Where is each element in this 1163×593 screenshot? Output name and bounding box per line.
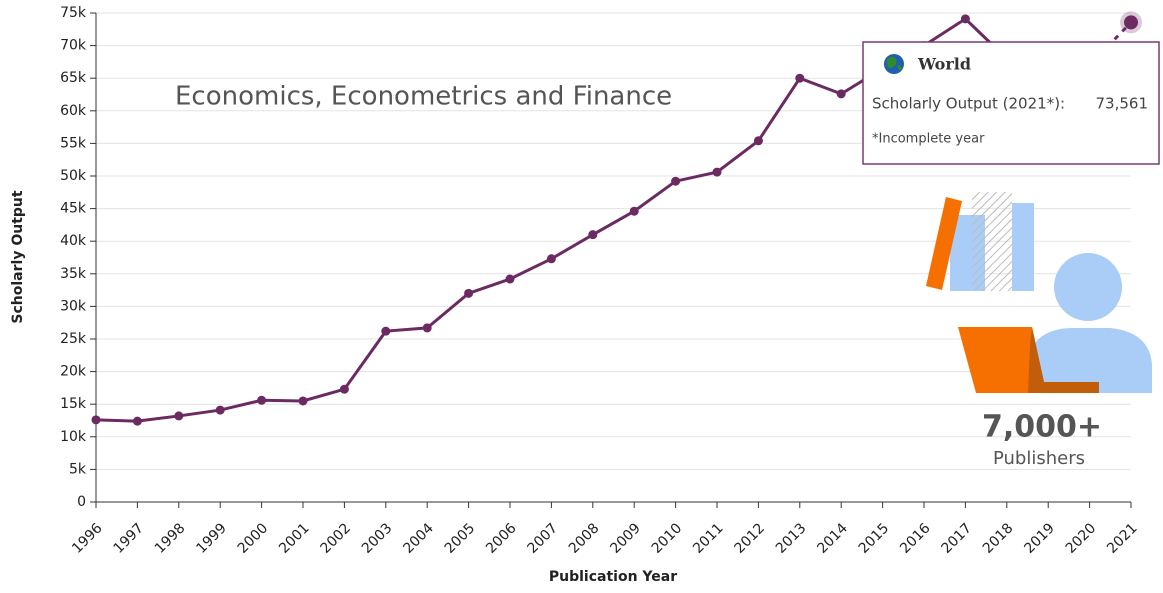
y-tick-label: 30k — [60, 298, 87, 314]
point — [588, 230, 598, 240]
y-axis-title: Scholarly Output — [10, 190, 26, 323]
point — [422, 323, 432, 333]
tooltip-box — [862, 41, 1160, 165]
y-tick-label: 45k — [60, 201, 87, 217]
point — [629, 206, 639, 216]
x-tick-label: 2017 — [939, 520, 976, 557]
x-tick-label: 2006 — [483, 520, 520, 557]
publisher-graphic: 7,000+ Publishers — [926, 192, 1152, 469]
y-tick-label: 75k — [60, 5, 87, 21]
x-tick-label: 2020 — [1063, 520, 1100, 557]
x-tick-label: 1996 — [69, 520, 106, 557]
book — [926, 197, 962, 290]
point — [215, 405, 225, 415]
laptop — [958, 327, 1099, 393]
y-tick-label: 65k — [60, 70, 87, 86]
x-axis-title: Publication Year — [549, 569, 677, 585]
x-tick-label: 2005 — [442, 520, 479, 557]
x-tick-label: 2015 — [856, 520, 893, 557]
x-tick-label: 2007 — [525, 520, 562, 557]
chart-annotation: Economics, Econometrics and Finance — [175, 82, 672, 112]
x-tick-label: 2019 — [1021, 520, 1058, 557]
laptop-shadow — [1028, 327, 1099, 393]
point — [339, 384, 349, 394]
x-tick-label: 2014 — [814, 520, 851, 557]
x-tick-label: 2000 — [235, 520, 272, 557]
y-tick-label: 50k — [60, 168, 87, 184]
x-tick-label: 2018 — [980, 520, 1017, 557]
x-tick-label: 2013 — [773, 520, 810, 557]
point — [381, 326, 391, 336]
tooltip-note: *Incomplete year — [872, 132, 985, 147]
x-tick-label: 2003 — [359, 520, 396, 557]
series-line — [95, 16, 1133, 423]
badge-label: Publishers — [993, 448, 1085, 469]
x-tick-label: 2012 — [732, 520, 769, 557]
point — [464, 288, 474, 298]
point — [257, 395, 267, 405]
point — [298, 396, 308, 406]
point — [753, 136, 763, 146]
point — [712, 167, 722, 177]
x-tick-label: 2010 — [649, 520, 686, 557]
point — [546, 254, 556, 264]
x-tick-label: 2001 — [276, 520, 313, 557]
y-tick-label: 25k — [60, 331, 87, 347]
x-tick-label: 2011 — [690, 520, 727, 557]
x-tick-label: 2002 — [318, 520, 355, 557]
tooltip: World Scholarly Output (2021*): 73,561 *… — [862, 41, 1160, 165]
book — [972, 192, 1012, 291]
y-tick-label: 40k — [60, 233, 87, 249]
y-tick-label: 5k — [69, 461, 87, 477]
x-tick-label: 2004 — [400, 520, 437, 557]
x-tick-label: 2021 — [1104, 520, 1141, 557]
point — [132, 416, 142, 426]
y-tick-label: 0 — [77, 494, 86, 510]
point — [505, 274, 515, 284]
point — [174, 411, 184, 421]
x-tick-label: 2016 — [897, 520, 934, 557]
tooltip-value: 73,561 — [1096, 95, 1149, 113]
point — [836, 89, 846, 99]
point — [1124, 15, 1138, 30]
tooltip-title: World — [917, 55, 971, 74]
x-tick-label: 1999 — [193, 520, 230, 557]
person-body — [1028, 328, 1152, 393]
y-tick-label: 15k — [60, 396, 87, 412]
y-tick-label: 55k — [60, 135, 87, 151]
y-tick-label: 70k — [60, 38, 87, 54]
x-tick-label: 2008 — [566, 520, 603, 557]
point — [960, 14, 970, 24]
badge-value: 7,000+ — [982, 410, 1102, 445]
y-tick-label: 35k — [60, 266, 87, 282]
person-head — [1054, 253, 1122, 321]
globe-land — [887, 56, 902, 70]
y-tick-label: 60k — [60, 103, 87, 119]
point — [795, 73, 805, 83]
point — [671, 176, 681, 186]
book — [1012, 203, 1034, 291]
x-tick-label: 1997 — [111, 520, 148, 557]
x-tick-label: 2009 — [607, 520, 644, 557]
point — [91, 415, 101, 425]
y-tick-label: 20k — [60, 364, 87, 380]
y-tick-label: 10k — [60, 429, 87, 445]
tooltip-label: Scholarly Output (2021*): — [872, 95, 1065, 113]
x-tick-label: 1998 — [152, 520, 189, 557]
